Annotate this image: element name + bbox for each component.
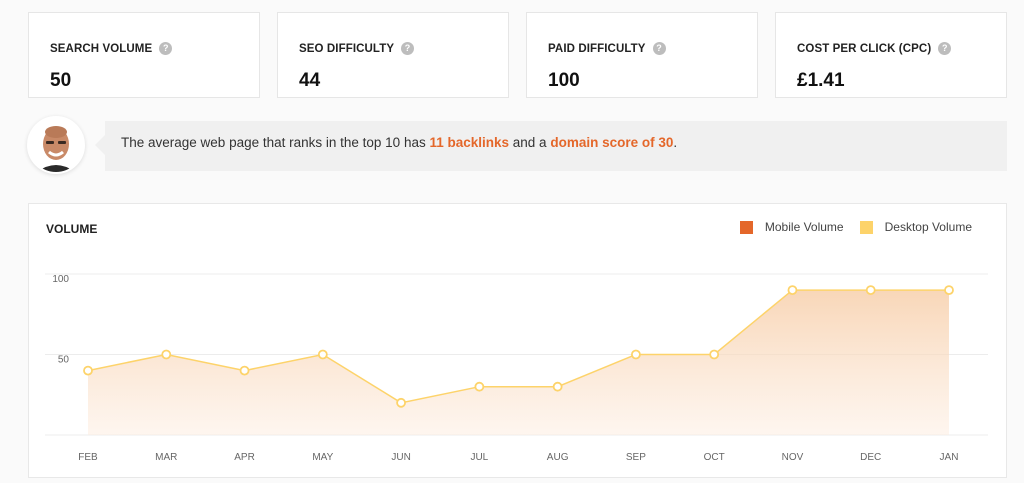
data-point bbox=[787, 285, 798, 295]
metric-value: 100 bbox=[548, 70, 580, 91]
legend-swatch-mobile bbox=[739, 220, 753, 234]
metric-card-search-volume: SEARCH VOLUME ? 50 bbox=[28, 12, 260, 98]
tip-backlinks: 11 backlinks bbox=[429, 135, 510, 150]
legend-label-desktop: Desktop Volume bbox=[884, 220, 972, 234]
help-icon[interactable]: ? bbox=[401, 42, 415, 55]
help-icon[interactable]: ? bbox=[652, 42, 666, 55]
x-tick-label: APR bbox=[234, 452, 255, 463]
x-tick-label: DEC bbox=[860, 452, 881, 463]
volume-chart: 50 100 FEB MAR APR MAY JUN JUL AUG SEP OCT NOV DEC JA… bbox=[45, 273, 988, 463]
x-tick-label: NOV bbox=[782, 452, 804, 463]
metric-label-text: SEO DIFFICULTY bbox=[299, 42, 395, 55]
data-point bbox=[865, 285, 876, 295]
data-point bbox=[552, 381, 563, 392]
series-area-desktop bbox=[88, 290, 949, 435]
data-point bbox=[631, 349, 641, 360]
metric-label-text: SEARCH VOLUME bbox=[50, 42, 153, 55]
legend-label-mobile: Mobile Volume bbox=[764, 220, 844, 234]
person-avatar-icon bbox=[29, 118, 83, 172]
x-tick-label: AUG bbox=[547, 452, 569, 463]
data-point bbox=[317, 349, 328, 360]
data-point bbox=[161, 349, 172, 360]
avatar bbox=[27, 116, 85, 174]
metric-value: £1.41 bbox=[797, 70, 845, 91]
y-tick-label: 100 bbox=[52, 274, 69, 285]
data-point bbox=[83, 365, 93, 376]
metric-label: COST PER CLICK (CPC) ? bbox=[797, 42, 952, 55]
x-tick-label: FEB bbox=[78, 452, 98, 463]
legend-item-mobile[interactable]: Mobile Volume bbox=[739, 220, 844, 234]
tip-text: The average web page that ranks in the t… bbox=[121, 135, 677, 150]
x-tick-label: JUN bbox=[391, 452, 410, 463]
volume-chart-card: VOLUME Mobile Volume Desktop Volume 50 10… bbox=[28, 203, 1007, 478]
metric-label: SEO DIFFICULTY ? bbox=[299, 42, 415, 55]
metric-value: 50 bbox=[50, 70, 72, 91]
tip-middle: and a bbox=[509, 135, 551, 150]
tip-suffix: . bbox=[673, 135, 678, 150]
tip-prefix: The average web page that ranks in the t… bbox=[121, 135, 430, 150]
x-tick-label: MAR bbox=[155, 452, 177, 463]
x-tick-label: OCT bbox=[704, 452, 725, 463]
y-tick-label: 50 bbox=[58, 355, 70, 366]
metric-label: PAID DIFFICULTY ? bbox=[548, 42, 666, 55]
metric-label-text: COST PER CLICK (CPC) bbox=[797, 42, 932, 55]
legend-swatch-desktop bbox=[859, 220, 873, 234]
series-line-desktop bbox=[87, 289, 949, 404]
metric-value: 44 bbox=[299, 70, 321, 91]
metric-card-paid-difficulty: PAID DIFFICULTY ? 100 bbox=[526, 12, 758, 98]
tip-domain-score: domain score of 30 bbox=[550, 135, 674, 150]
chart-legend: Mobile Volume Desktop Volume bbox=[724, 220, 972, 234]
legend-item-desktop[interactable]: Desktop Volume bbox=[859, 220, 972, 234]
help-icon[interactable]: ? bbox=[938, 42, 952, 55]
tip-bubble: The average web page that ranks in the t… bbox=[95, 121, 1007, 171]
data-point bbox=[239, 365, 250, 376]
metric-card-seo-difficulty: SEO DIFFICULTY ? 44 bbox=[277, 12, 509, 98]
metric-label: SEARCH VOLUME ? bbox=[50, 42, 173, 55]
metric-label-text: PAID DIFFICULTY bbox=[548, 42, 646, 55]
x-tick-label: SEP bbox=[626, 452, 646, 463]
x-tick-label: MAY bbox=[312, 452, 333, 463]
data-point bbox=[709, 349, 720, 360]
chart-title: VOLUME bbox=[46, 222, 98, 236]
data-point bbox=[474, 381, 485, 392]
x-tick-label: JAN bbox=[940, 452, 959, 463]
help-icon[interactable]: ? bbox=[159, 42, 173, 55]
metric-card-cost-per-click: COST PER CLICK (CPC) ? £1.41 bbox=[775, 12, 1007, 98]
x-tick-label: JUL bbox=[470, 452, 488, 463]
data-point bbox=[944, 285, 954, 295]
data-point bbox=[396, 397, 406, 408]
